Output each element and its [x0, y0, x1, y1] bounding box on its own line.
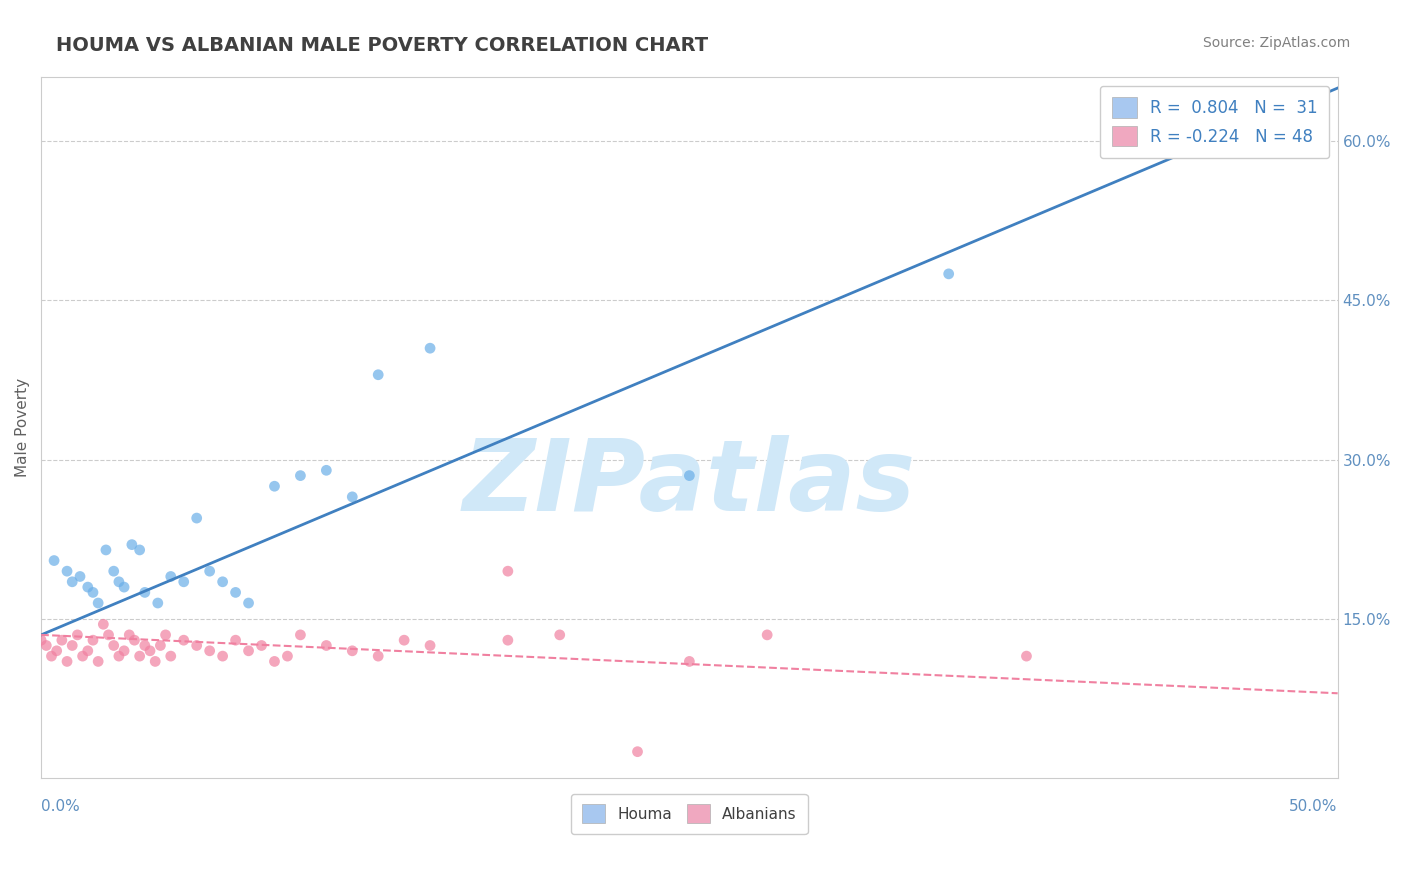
- Text: HOUMA VS ALBANIAN MALE POVERTY CORRELATION CHART: HOUMA VS ALBANIAN MALE POVERTY CORRELATI…: [56, 36, 709, 54]
- Point: [60, 639, 83, 653]
- Point: [198, 564, 221, 578]
- Point: [82, 633, 104, 648]
- Point: [186, 511, 208, 525]
- Point: [159, 649, 181, 664]
- Point: [97, 628, 120, 642]
- Point: [678, 655, 700, 669]
- Point: [87, 655, 110, 669]
- Point: [112, 580, 135, 594]
- Point: [290, 628, 312, 642]
- Point: [392, 633, 415, 648]
- Point: [159, 569, 181, 583]
- Point: [76, 644, 98, 658]
- Point: [263, 479, 285, 493]
- Point: [496, 633, 519, 648]
- Point: [238, 596, 260, 610]
- Point: [1144, 112, 1167, 127]
- Point: [938, 267, 960, 281]
- Point: [30, 633, 52, 648]
- Point: [124, 633, 146, 648]
- Point: [315, 463, 337, 477]
- Point: [66, 628, 89, 642]
- Point: [263, 655, 285, 669]
- Point: [419, 639, 441, 653]
- Point: [155, 628, 177, 642]
- Point: [128, 649, 150, 664]
- Point: [211, 574, 233, 589]
- Point: [250, 639, 273, 653]
- Point: [56, 655, 79, 669]
- Point: [626, 745, 648, 759]
- Point: [93, 617, 115, 632]
- Point: [51, 633, 73, 648]
- Point: [756, 628, 779, 642]
- Point: [149, 639, 172, 653]
- Point: [112, 644, 135, 658]
- Point: [186, 639, 208, 653]
- Point: [103, 564, 125, 578]
- Point: [134, 639, 156, 653]
- Point: [87, 596, 110, 610]
- Point: [238, 644, 260, 658]
- Point: [367, 649, 389, 664]
- Point: [82, 585, 104, 599]
- Point: [367, 368, 389, 382]
- Point: [342, 644, 364, 658]
- Point: [76, 580, 98, 594]
- Point: [42, 553, 65, 567]
- Point: [225, 633, 247, 648]
- Point: [72, 649, 94, 664]
- Point: [134, 585, 156, 599]
- Point: [41, 649, 63, 664]
- Point: [290, 468, 312, 483]
- Point: [108, 649, 131, 664]
- Point: [1015, 649, 1038, 664]
- Text: 0.0%: 0.0%: [41, 799, 80, 814]
- Point: [94, 543, 117, 558]
- Point: [143, 655, 166, 669]
- Text: ZIPatlas: ZIPatlas: [463, 435, 915, 533]
- Point: [118, 628, 141, 642]
- Point: [69, 569, 91, 583]
- Point: [56, 564, 79, 578]
- Point: [548, 628, 571, 642]
- Point: [276, 649, 298, 664]
- Point: [146, 596, 169, 610]
- Text: Source: ZipAtlas.com: Source: ZipAtlas.com: [1202, 36, 1350, 50]
- Point: [173, 574, 195, 589]
- Point: [139, 644, 162, 658]
- Point: [678, 468, 700, 483]
- Point: [496, 564, 519, 578]
- Point: [128, 543, 150, 558]
- Point: [35, 639, 58, 653]
- Point: [121, 538, 143, 552]
- Point: [198, 644, 221, 658]
- Point: [108, 574, 131, 589]
- Point: [211, 649, 233, 664]
- Text: 50.0%: 50.0%: [1289, 799, 1337, 814]
- Point: [419, 341, 441, 355]
- Point: [315, 639, 337, 653]
- Point: [45, 644, 67, 658]
- Point: [225, 585, 247, 599]
- Point: [342, 490, 364, 504]
- Point: [173, 633, 195, 648]
- Y-axis label: Male Poverty: Male Poverty: [15, 378, 30, 477]
- Point: [60, 574, 83, 589]
- Point: [103, 639, 125, 653]
- Legend: Houma, Albanians: Houma, Albanians: [571, 794, 807, 834]
